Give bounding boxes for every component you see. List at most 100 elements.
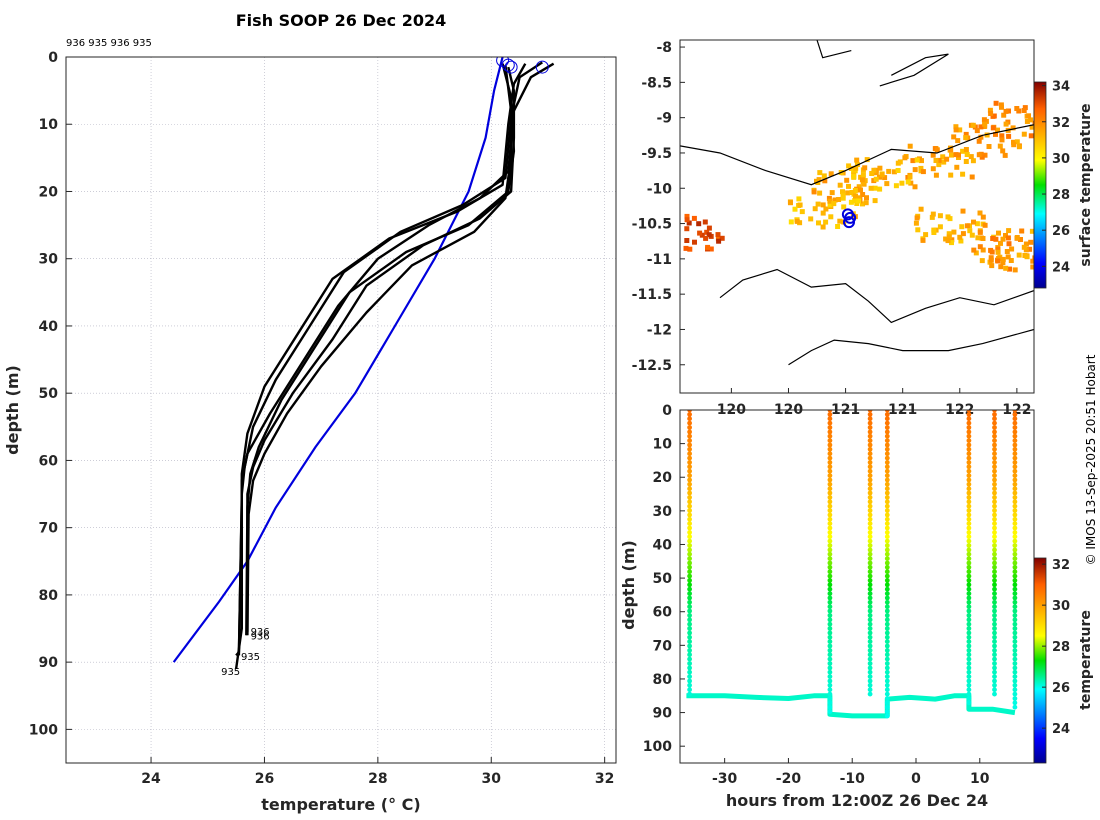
- cast-point: [992, 464, 997, 470]
- cast-point: [687, 556, 692, 561]
- cast-point: [867, 595, 873, 601]
- sst-cell: [853, 165, 859, 171]
- sst-cell: [811, 189, 817, 195]
- cast-point: [992, 578, 997, 583]
- timeseries-xtick-label: 10: [970, 771, 990, 787]
- cast-point: [827, 420, 833, 426]
- sst-cell: [1021, 131, 1027, 137]
- sst-cell: [993, 100, 999, 106]
- sst-cell: [980, 247, 986, 253]
- sst-cell: [978, 134, 984, 140]
- cast-point: [687, 573, 692, 579]
- cast-point: [1012, 599, 1018, 605]
- cast-point: [884, 604, 890, 610]
- sst-cell: [945, 238, 951, 244]
- map-ytick-label: -11.5: [632, 287, 672, 303]
- cast-point: [966, 578, 972, 583]
- cast-point: [1012, 543, 1018, 548]
- cast-point: [687, 591, 692, 596]
- map-colorbar-label: surface temperature: [1078, 103, 1094, 266]
- sst-cell: [971, 219, 976, 225]
- cast-point: [992, 530, 997, 535]
- sst-cell: [979, 154, 985, 160]
- credit-text: © IMOS 13-Sep-2025 20:51 Hobart: [1084, 354, 1098, 565]
- sst-cell: [948, 147, 954, 153]
- cast-point: [992, 525, 997, 531]
- cast-point: [827, 564, 833, 570]
- sst-cell: [699, 232, 705, 238]
- cast-point: [867, 410, 873, 413]
- cast-point: [966, 687, 972, 693]
- profile-xtick-label: 24: [141, 771, 161, 787]
- cast-point: [827, 687, 833, 693]
- cast-point: [867, 516, 873, 522]
- cast-point: [827, 521, 833, 526]
- cast-point: [992, 547, 997, 553]
- timeseries-colorbar: [1033, 557, 1047, 764]
- cast-point: [992, 495, 997, 500]
- sst-cell: [1055, 240, 1060, 245]
- cast-point: [884, 534, 890, 540]
- cast-point: [966, 512, 972, 518]
- cast-point: [1012, 442, 1018, 448]
- cast-point: [687, 464, 692, 470]
- cast-point: [827, 674, 833, 679]
- cast-point: [1012, 586, 1018, 592]
- cast-point: [992, 652, 997, 658]
- timeseries-ytick-label: 90: [653, 706, 673, 722]
- sst-cell: [1002, 152, 1008, 158]
- cast-point: [884, 595, 890, 601]
- cast-point: [867, 678, 873, 684]
- timeseries-xlabel: hours from 12:00Z 26 Dec 24: [726, 791, 988, 810]
- cast-point: [992, 508, 997, 513]
- sst-cell: [808, 216, 814, 222]
- cast-point: [827, 525, 833, 531]
- sst-cell: [823, 206, 829, 212]
- cast-point: [687, 634, 692, 640]
- sst-cell: [846, 163, 852, 169]
- profile-xtick-label: 32: [595, 771, 614, 787]
- cast-point: [966, 634, 972, 640]
- cast-point: [827, 460, 833, 465]
- cast-point: [884, 643, 890, 649]
- sst-cell: [856, 184, 862, 190]
- sst-cell: [1003, 121, 1009, 127]
- cast-point: [827, 648, 833, 653]
- cast-point: [966, 473, 972, 478]
- cast-point: [884, 455, 890, 461]
- cast-point: [966, 534, 972, 540]
- cast-point: [992, 438, 997, 443]
- sst-cell: [964, 223, 970, 229]
- cast-point: [1012, 621, 1018, 627]
- sst-cell: [841, 204, 847, 210]
- cast-point: [966, 446, 972, 452]
- cast-point: [992, 682, 997, 688]
- profile-ytick-label: 80: [39, 588, 59, 604]
- profile-ytick-label: 40: [39, 319, 59, 335]
- cast-point: [827, 700, 833, 706]
- sst-cell: [1003, 233, 1008, 238]
- cast-point: [687, 508, 692, 513]
- cast-point: [884, 503, 890, 509]
- cast-point: [992, 665, 997, 671]
- cast-point: [867, 621, 873, 627]
- sst-cell: [964, 152, 970, 157]
- cast-point: [1012, 433, 1018, 439]
- sst-cell: [975, 235, 981, 241]
- cast-point: [867, 455, 873, 461]
- profile-grid: [66, 56, 616, 763]
- cast-point: [1012, 578, 1018, 583]
- cast-point: [1012, 412, 1018, 417]
- cast-point: [1012, 591, 1018, 596]
- cast-point: [1012, 538, 1018, 544]
- cast-point: [867, 451, 873, 457]
- cast-point: [687, 595, 692, 601]
- map-ytick-label: -10: [647, 181, 673, 197]
- cast-point: [1012, 438, 1018, 443]
- cast-point: [827, 582, 833, 588]
- cast-point: [992, 556, 997, 561]
- cast-point: [1012, 669, 1018, 675]
